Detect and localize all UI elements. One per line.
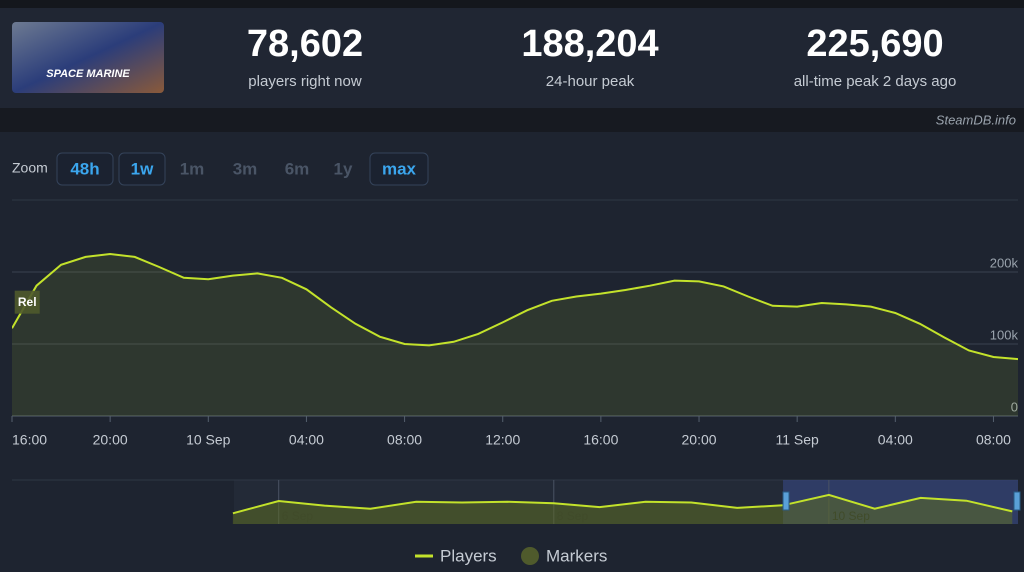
game-logo[interactable] <box>12 22 164 93</box>
x-tick-label: 12:00 <box>485 432 520 448</box>
legend-swatch <box>521 547 539 565</box>
navigator-handle[interactable] <box>782 491 790 511</box>
x-tick-label: 10 Sep <box>186 432 231 448</box>
header <box>0 8 1024 108</box>
area-fill <box>12 254 1018 416</box>
x-tick-label: 20:00 <box>93 432 128 448</box>
x-tick-label: 04:00 <box>878 432 913 448</box>
series-line <box>12 252 1018 361</box>
logo-text: SPACE MARINE <box>46 68 130 80</box>
legend-label[interactable]: Markers <box>546 546 607 565</box>
zoom-button[interactable] <box>118 152 166 186</box>
x-tick-label: 20:00 <box>682 432 717 448</box>
zoom-option: 1y <box>334 159 353 178</box>
stat-value: 78,602 <box>247 23 363 65</box>
zoom-label: Zoom <box>12 160 48 176</box>
y-tick-label: 0 <box>1011 399 1018 414</box>
stat-label: players right now <box>248 73 362 90</box>
zoom-option: 1m <box>180 159 205 178</box>
x-tick-label: 16:00 <box>12 432 47 448</box>
marker-label: Rel <box>18 295 37 309</box>
zoom-option: 6m <box>285 159 310 178</box>
navigator-handle[interactable] <box>1013 491 1021 511</box>
stat-label: all-time peak 2 days ago <box>794 73 957 90</box>
x-tick-label: 04:00 <box>289 432 324 448</box>
zoom-option[interactable]: 48h <box>70 159 99 178</box>
navigator-line <box>232 493 1013 515</box>
legend-label[interactable]: Players <box>440 546 497 565</box>
x-tick-label: 08:00 <box>976 432 1011 448</box>
stat-label: 24-hour peak <box>546 73 635 90</box>
x-tick-label: 16:00 <box>583 432 618 448</box>
zoom-option: 3m <box>233 159 258 178</box>
y-tick-label: 200k <box>990 255 1019 270</box>
stat-value: 188,204 <box>521 23 658 65</box>
zoom-option[interactable]: max <box>382 159 417 178</box>
watermark[interactable]: SteamDB.info <box>936 112 1016 127</box>
top-bar <box>0 0 1024 8</box>
y-tick-label: 100k <box>990 327 1019 342</box>
zoom-button[interactable] <box>56 152 114 186</box>
stat-value: 225,690 <box>806 23 943 65</box>
marker-flag[interactable] <box>14 290 40 314</box>
zoom-button[interactable] <box>369 152 429 186</box>
zoom-option[interactable]: 1w <box>131 159 154 178</box>
x-tick-label: 11 Sep <box>775 432 819 448</box>
x-tick-label: 08:00 <box>387 432 422 448</box>
